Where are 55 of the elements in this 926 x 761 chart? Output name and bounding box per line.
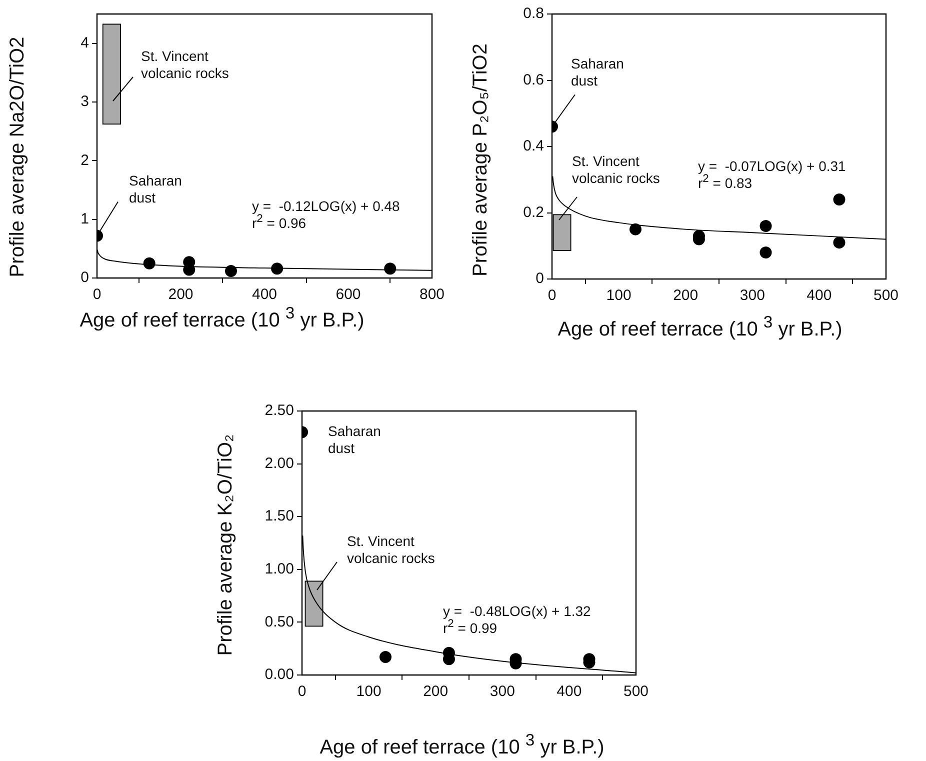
y-tick-label: 3 — [80, 93, 89, 110]
x-tick-label: 500 — [623, 683, 649, 700]
point — [833, 236, 846, 249]
x-tick-label: 200 — [168, 286, 194, 304]
y-tick-label: 1.50 — [264, 508, 294, 525]
x-tick-label: 400 — [252, 286, 278, 304]
x-tick-label: 100 — [356, 683, 382, 700]
x-tick-label: 400 — [556, 683, 582, 700]
point — [630, 223, 642, 236]
annotation: Saharan dust — [571, 55, 624, 88]
point — [833, 194, 846, 206]
point — [760, 220, 772, 232]
x-tick-label: 800 — [419, 286, 445, 304]
y-tick-label: 0.00 — [264, 666, 294, 684]
x-tick-label: 400 — [806, 287, 832, 304]
y-tick-label: 2.50 — [264, 402, 294, 420]
x-axis-title: Age of reef terrace (10 $^{3}$ yr B.P.) — [558, 312, 842, 342]
y-tick-label: 2 — [80, 152, 89, 169]
annotation: Saharan dust — [129, 172, 182, 206]
annotation: St. Vincent volcanic rocks — [572, 152, 660, 186]
point — [225, 264, 237, 277]
y-tick-label: 1.00 — [264, 560, 294, 578]
annotation: Saharan dust — [328, 422, 381, 456]
x-tick-label: 200 — [423, 683, 448, 700]
point — [384, 262, 396, 275]
x-tick-label: 100 — [606, 287, 632, 304]
annotation: St. Vincent volcanic rocks — [141, 48, 229, 81]
x-tick-label: 0 — [92, 286, 102, 304]
y-tick-label: 1 — [80, 210, 89, 228]
annotation: St. Vincent volcanic rocks — [347, 532, 435, 566]
x-tick-label: 300 — [740, 287, 765, 304]
y-tick-label: 0 — [80, 269, 89, 286]
y-tick-label: 0.8 — [523, 5, 544, 22]
y-tick-label: 0.50 — [264, 613, 294, 630]
y-tick-label: 4 — [80, 34, 89, 52]
point — [380, 651, 392, 664]
x-tick-label: 500 — [873, 287, 899, 304]
x-axis-title: Age of reef terrace (10 $^{3}$ yr B.P.) — [80, 304, 364, 332]
y-tick-label: 2.00 — [264, 454, 294, 472]
x-tick-label: 0 — [548, 287, 556, 304]
x-tick-label: 200 — [673, 287, 698, 304]
y-axis-title: Profile average K₂O/TiO₂ — [214, 434, 238, 656]
y-tick-label: 0.6 — [523, 71, 544, 88]
y-axis-title: Profile average P₂O₅/TiO2 — [470, 44, 492, 276]
x-tick-label: 600 — [336, 286, 361, 304]
y-tick-label: 0 — [536, 270, 544, 288]
x-tick-label: 0 — [298, 683, 306, 700]
point — [143, 257, 156, 270]
x-tick-label: 300 — [490, 683, 515, 700]
point — [760, 246, 772, 258]
point — [271, 262, 284, 275]
x-axis-title: Age of reef terrace (10 $^{3}$ yr B.P.) — [320, 730, 604, 760]
y-axis-title: Profile average Na2O/TiO2 — [6, 36, 30, 278]
y-tick-label: 0.2 — [523, 204, 544, 221]
y-tick-label: 0.4 — [523, 138, 544, 155]
